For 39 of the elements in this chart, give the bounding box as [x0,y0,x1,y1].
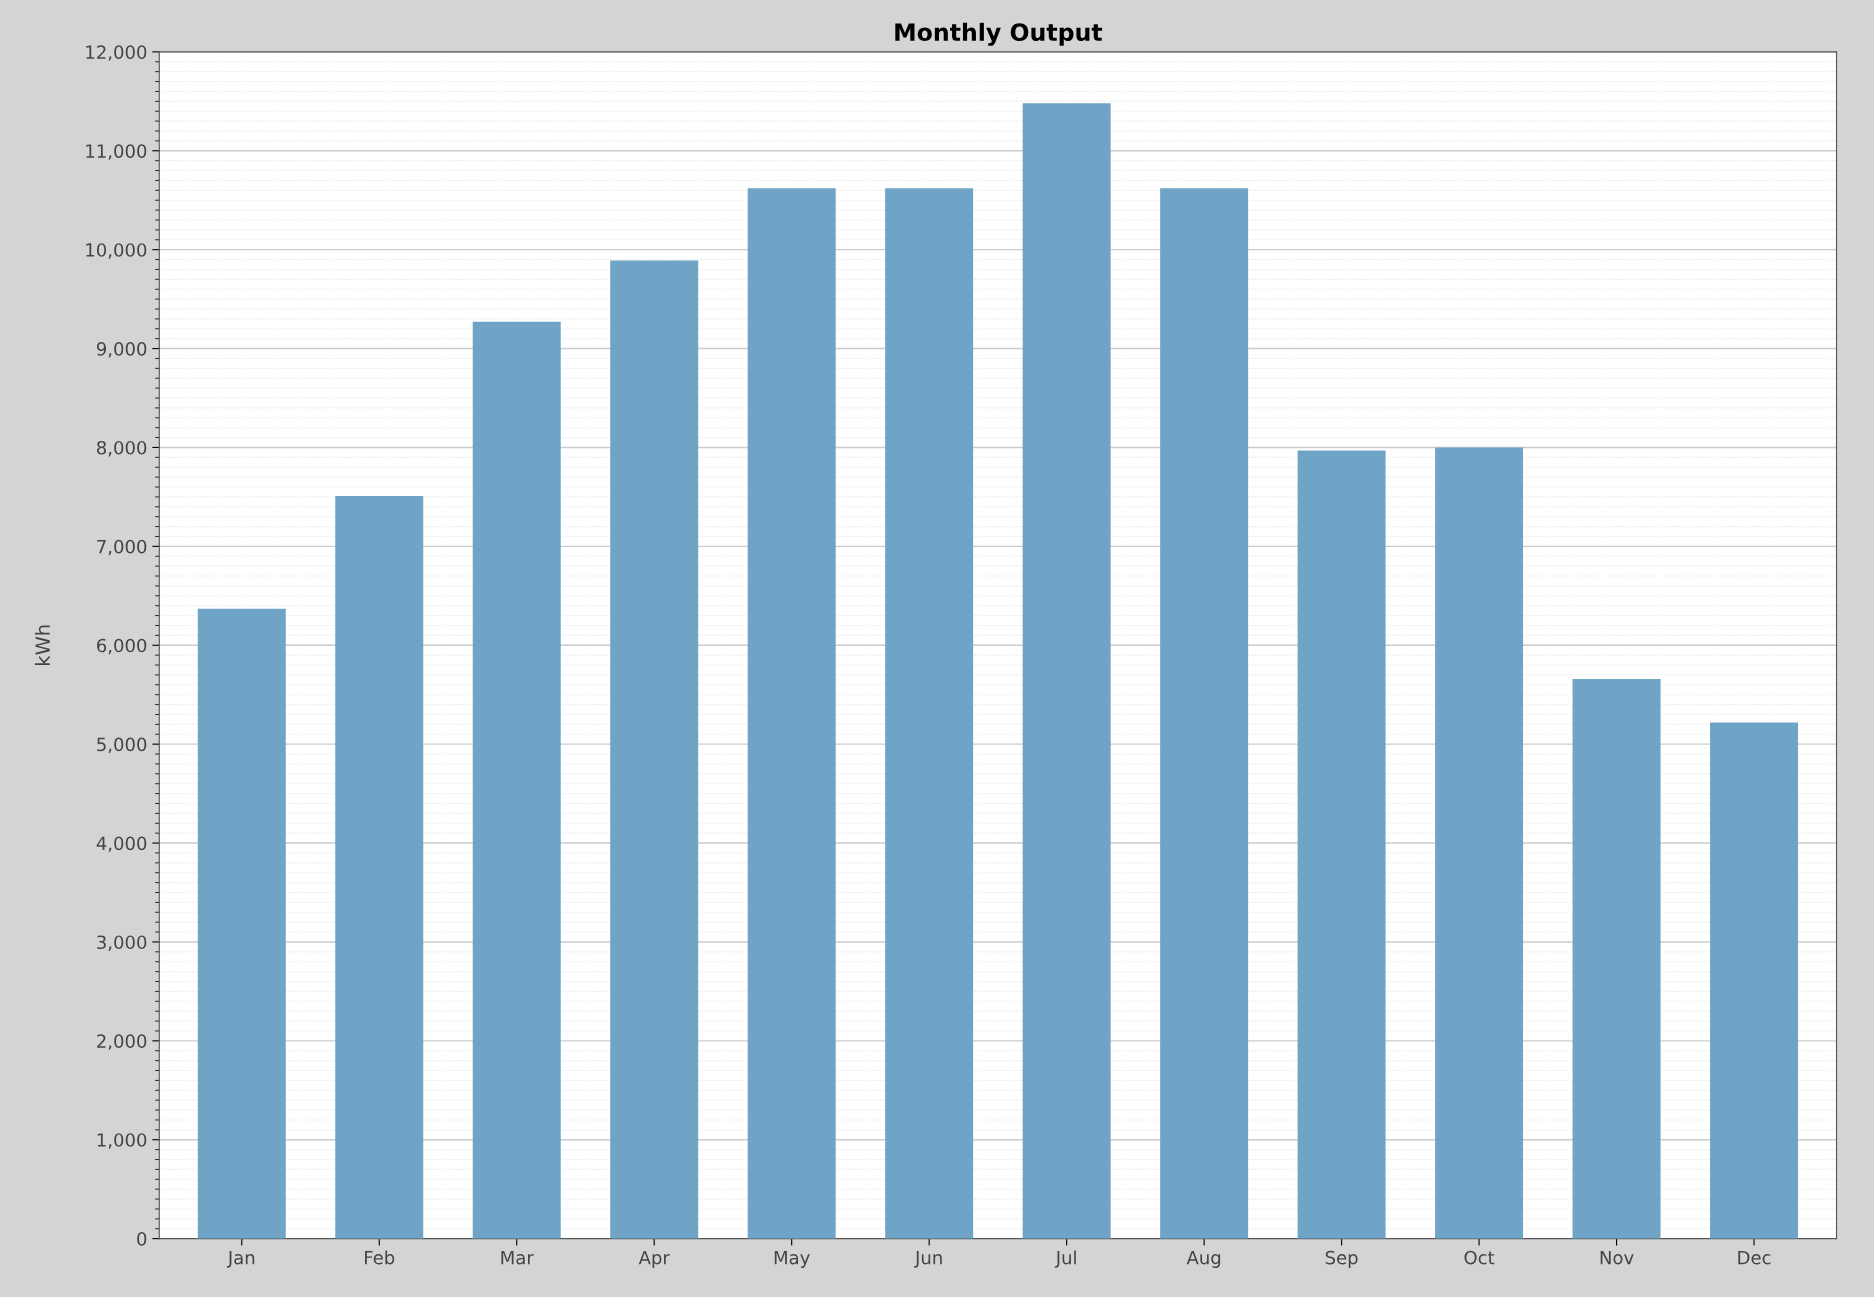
bar [885,188,974,1239]
y-tick-label: 9,000 [96,342,147,358]
y-tick-label: 5,000 [97,737,147,754]
bar [472,321,561,1239]
chart-title: Monthly Output [895,22,1103,46]
x-tick-label: Nov [1600,1251,1634,1265]
x-tick-label: Oct [1464,1250,1495,1265]
bar [1435,447,1524,1239]
y-tick-label: 2,000 [97,1034,147,1050]
x-tick-label: May [774,1251,810,1268]
y-tick-label: 7,000 [97,539,147,556]
bar [1710,722,1799,1239]
x-tick-label: Dec [1738,1251,1771,1265]
x-tick-label: Jan [226,1251,255,1268]
y-tick-label: 3,000 [97,935,147,951]
x-tick-label: Mar [501,1251,534,1265]
y-axis-title: kWh [34,625,50,665]
bar [747,188,836,1239]
y-tick-label: 1,000 [97,1133,147,1149]
y-tick-label: 8,000 [97,440,147,457]
x-tick-label: Aug [1186,1251,1221,1268]
x-tick-label: Sep [1325,1250,1358,1268]
y-tick-label: 10,000 [86,243,147,259]
y-tick-label: 12,000 [86,45,147,61]
y-tick-label: 0 [137,1232,147,1246]
y-tick-label: 4,000 [96,836,147,853]
bar [610,260,699,1239]
bar [1572,678,1661,1239]
x-tick-label: Jun [914,1251,942,1268]
bar [197,608,286,1239]
bar [335,495,424,1239]
x-tick-label: Jul [1054,1250,1076,1268]
x-tick-label: Feb [365,1250,395,1265]
y-tick-label: 6,000 [97,638,147,655]
bar [1160,188,1249,1239]
y-tick-label: 11,000 [86,144,147,160]
bar [1022,103,1111,1239]
bar [1297,450,1386,1239]
x-tick-label: Apr [638,1251,670,1268]
